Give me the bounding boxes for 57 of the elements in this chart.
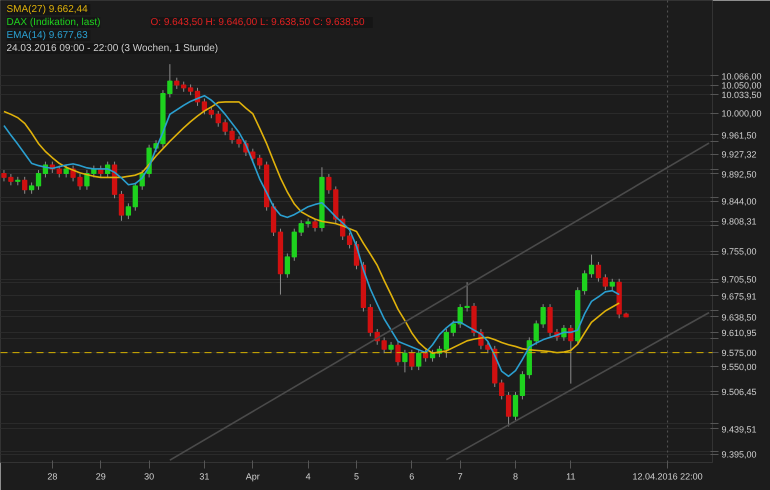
y-tick-label: 9.395,00 <box>722 450 757 460</box>
x-tick-label: 31 <box>199 472 210 482</box>
annotation: 24.03.2016 09:00 - 22:00 (3 Wochen, 1 Stunde) <box>6 43 218 54</box>
candlestick <box>118 190 124 222</box>
candlestick <box>540 304 546 328</box>
y-tick-label: 9.844,00 <box>722 196 757 207</box>
y-tick-label: 9.610,95 <box>722 328 757 338</box>
y-tick-label: 9.961,50 <box>722 130 757 140</box>
x-tick-label: 8 <box>512 472 518 482</box>
candlestick <box>174 77 180 90</box>
candlestick <box>485 341 490 354</box>
y-tick-label: 10.050,00 <box>722 80 762 91</box>
x-tick-label: 11 <box>566 472 576 482</box>
candlestick <box>64 165 69 178</box>
x-tick-label: 29 <box>96 472 106 482</box>
x-tick-label: 12.04.2016 22:00 <box>632 472 703 482</box>
candlestick <box>409 349 414 371</box>
candlestick <box>520 370 526 400</box>
candlestick <box>422 349 428 362</box>
y-tick-label: 9.439,51 <box>722 424 757 434</box>
y-tick-label: 9.892,50 <box>722 169 757 180</box>
y-tick-label: 9.575,00 <box>722 348 757 358</box>
candlestick <box>22 176 28 194</box>
candlestick <box>36 170 42 190</box>
y-tick-label: 10.066,00 <box>722 72 762 82</box>
candlestick <box>28 182 34 194</box>
y-tick-label: 9.550,00 <box>722 362 757 372</box>
candlestick <box>512 392 518 421</box>
x-tick-label: 30 <box>144 472 154 482</box>
y-tick-label: 9.675,91 <box>722 291 757 302</box>
x-tick-label: 7 <box>458 472 463 482</box>
x-tick-label: 5 <box>354 472 360 482</box>
text: DAX (Indikation, last) <box>6 17 100 28</box>
x-tick-label: Apr <box>246 472 260 482</box>
candlestick <box>56 165 62 178</box>
y-tick-label: 9.808,31 <box>722 216 757 227</box>
candlestick <box>402 349 408 373</box>
x-tick-label: 4 <box>306 472 311 482</box>
candlestick <box>77 174 83 190</box>
y-tick-label: 9.638,50 <box>722 312 757 322</box>
y-tick-label: 9.755,00 <box>722 246 757 257</box>
candlestick <box>388 341 394 354</box>
y-tick-label: 9.705,50 <box>722 274 757 285</box>
annotation: O: 9.643,50 H: 9.646,00 L: 9.638,50 C: 9.638,50 <box>150 17 365 28</box>
x-tick-label: 6 <box>409 472 414 482</box>
candlestick <box>236 136 242 148</box>
y-tick-label: 10.033,50 <box>722 90 762 100</box>
candlestick <box>568 324 574 384</box>
text: EMA(14) 9.677,63 <box>6 30 88 41</box>
y-tick-label: 9.927,32 <box>722 150 757 160</box>
candlestick <box>610 278 615 291</box>
candlestick <box>416 349 422 371</box>
text: SMA(27) 9.662,44 <box>6 4 88 15</box>
x-tick-label: 28 <box>47 472 58 482</box>
candlestick <box>312 218 318 232</box>
y-tick-label: 9.506,45 <box>722 386 757 397</box>
y-tick-label: 10.000,00 <box>722 108 762 119</box>
